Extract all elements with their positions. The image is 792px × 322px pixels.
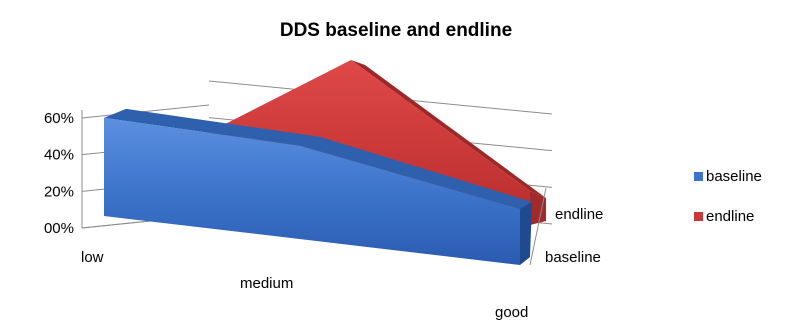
endline-area-top bbox=[351, 60, 546, 198]
legend-item-baseline: baseline bbox=[694, 166, 762, 186]
legend-label-endline: endline bbox=[706, 207, 755, 225]
legend-item-endline: endline bbox=[694, 206, 762, 226]
legend: baseline endline bbox=[694, 166, 762, 246]
baseline-area bbox=[104, 117, 520, 265]
gridline-left bbox=[81, 104, 210, 119]
legend-swatch-baseline bbox=[694, 171, 703, 181]
y-tick-label: 40% bbox=[44, 147, 74, 164]
x-tick-medium: medium bbox=[240, 275, 293, 292]
y-tick-label: 20% bbox=[44, 183, 74, 200]
chart-title: DDS baseline and endline bbox=[279, 20, 513, 41]
x-tick-good: good bbox=[495, 304, 528, 321]
y-tick-label: 00% bbox=[44, 220, 74, 237]
y-axis-ticks: 00% 20% 40% 60% bbox=[44, 110, 74, 237]
endline-area-side bbox=[530, 191, 546, 225]
legend-label-baseline: baseline bbox=[706, 167, 762, 185]
depth-tick-endline: endline bbox=[555, 206, 603, 223]
baseline-area-side bbox=[520, 202, 532, 265]
x-tick-low: low bbox=[81, 249, 104, 266]
depth-axis-line bbox=[529, 187, 547, 266]
y-tick-label: 60% bbox=[44, 110, 74, 127]
baseline-area-top bbox=[104, 108, 532, 209]
depth-tick-baseline: baseline bbox=[545, 249, 601, 266]
legend-swatch-endline bbox=[694, 211, 703, 221]
